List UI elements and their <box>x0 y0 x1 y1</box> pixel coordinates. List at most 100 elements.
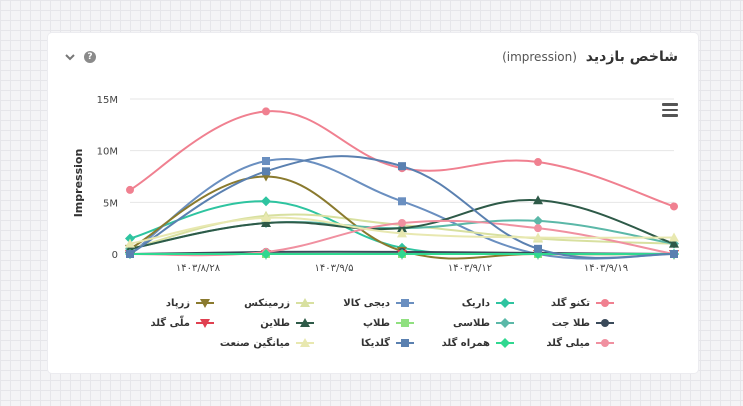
legend-label: میانگین صنعت <box>219 337 290 349</box>
x-tick-label: ۱۴۰۳/۹/۱۲ <box>448 263 492 274</box>
legend-label: طلاسی <box>453 317 490 329</box>
chart-legend: تکنو گلد داریک دیجی کالا زرمینکس زرپاد طلا جت… <box>114 295 614 351</box>
data-point[interactable] <box>262 167 270 176</box>
legend-marker[interactable] <box>601 319 609 327</box>
legend-label: طلاپ <box>362 317 390 329</box>
legend-item[interactable]: میانگین صنعت <box>214 335 314 351</box>
data-point[interactable] <box>261 249 271 259</box>
legend-item[interactable]: طلا جت <box>514 315 614 331</box>
data-point[interactable] <box>533 232 543 242</box>
x-tick-label: ۱۴۰۳/۹/۵ <box>315 263 354 274</box>
data-point[interactable] <box>125 233 135 244</box>
legend-marker[interactable] <box>200 319 210 328</box>
legend-marker[interactable] <box>300 338 310 347</box>
legend-label: طلاین <box>260 317 290 329</box>
legend-symbol-icon <box>596 339 614 347</box>
data-point[interactable] <box>534 224 542 233</box>
legend-label: میلی گلد <box>546 337 590 349</box>
series-12 <box>126 155 678 259</box>
legend-symbol-icon <box>296 338 314 347</box>
legend-item[interactable]: طلاسی <box>414 315 514 331</box>
y-tick-label: 15M <box>97 95 118 106</box>
data-point[interactable] <box>262 157 270 165</box>
legend-item[interactable]: دیجی کالا <box>314 295 414 311</box>
data-point[interactable] <box>398 162 406 171</box>
legend-symbol-icon <box>396 319 414 327</box>
legend-symbol-icon <box>596 299 614 307</box>
legend-symbol-icon <box>596 319 614 327</box>
card-title-text: شاخص بازدید <box>585 49 678 65</box>
data-point[interactable] <box>534 244 542 253</box>
legend-item[interactable]: گلدیکا <box>314 335 414 351</box>
legend-marker[interactable] <box>500 338 510 348</box>
data-point[interactable] <box>669 238 679 248</box>
x-tick-label: ۱۴۰۳/۹/۱۹ <box>584 263 628 274</box>
legend-symbol-icon <box>196 299 214 308</box>
data-point[interactable] <box>261 218 271 227</box>
legend-item[interactable]: زرمینکس <box>214 295 314 311</box>
legend-marker[interactable] <box>200 299 210 308</box>
data-point[interactable] <box>670 202 678 211</box>
question-circle-icon[interactable]: ? <box>84 51 96 63</box>
y-tick-label: 0 <box>112 250 118 261</box>
data-point[interactable] <box>669 232 679 242</box>
card-title: شاخص بازدید (impression) <box>502 49 678 65</box>
legend-label: همراه گلد <box>441 337 490 349</box>
legend-item[interactable]: تکنو گلد <box>514 295 614 311</box>
legend-item[interactable]: داریک <box>414 295 514 311</box>
legend-item[interactable]: زرپاد <box>114 295 214 311</box>
legend-symbol-icon <box>296 298 314 307</box>
data-point[interactable] <box>397 249 407 259</box>
legend-item[interactable]: طلاپ <box>314 315 414 331</box>
hamburger-menu-icon[interactable] <box>662 103 678 117</box>
legend-symbol-icon <box>496 338 514 348</box>
legend-item[interactable]: میلی گلد <box>514 335 614 351</box>
legend-marker[interactable] <box>601 339 609 347</box>
series-13 <box>125 212 679 248</box>
legend-symbol-icon <box>196 319 214 328</box>
legend-marker[interactable] <box>401 319 409 327</box>
legend-symbol-icon <box>496 318 514 328</box>
data-point[interactable] <box>533 195 543 205</box>
legend-marker[interactable] <box>601 299 609 307</box>
data-point[interactable] <box>397 228 407 238</box>
y-tick-label: 10M <box>97 147 118 158</box>
legend-label: گلدیکا <box>361 337 390 349</box>
legend-marker[interactable] <box>300 298 310 307</box>
legend-symbol-icon <box>296 318 314 327</box>
legend-marker[interactable] <box>300 318 310 327</box>
data-point[interactable] <box>398 197 406 206</box>
line-chart: 0 5M 10M 15M ۱۴۰۳/۸/۲۸ ۱۴۰۳/۹/۵ ۱۴۰۳/۹/۱۲ ۱۴۰۳… <box>72 95 679 274</box>
legend-marker[interactable] <box>401 299 409 307</box>
data-point[interactable] <box>261 212 271 222</box>
legend-marker[interactable] <box>500 318 510 328</box>
legend-item[interactable]: ملّی گلد <box>114 315 214 331</box>
data-point[interactable] <box>534 158 542 167</box>
legend-label: دیجی کالا <box>343 297 390 309</box>
legend-label: طلا جت <box>551 317 590 329</box>
legend-label: زرپاد <box>165 297 190 309</box>
data-point[interactable] <box>533 215 543 226</box>
chevron-down-icon[interactable] <box>64 51 76 63</box>
legend-symbol-icon <box>396 339 414 347</box>
impression-chart-card: شاخص بازدید (impression) ? 0 5M 10M 15M ۱۴۰… <box>48 33 698 373</box>
data-point[interactable] <box>262 107 270 116</box>
data-point[interactable] <box>397 223 407 233</box>
data-point[interactable] <box>398 219 406 227</box>
legend-label: زرمینکس <box>244 297 290 309</box>
data-point[interactable] <box>126 185 134 194</box>
series-group <box>125 107 679 260</box>
data-point[interactable] <box>670 250 678 258</box>
header-icons: ? <box>64 51 96 63</box>
legend-symbol-icon <box>396 299 414 307</box>
legend-symbol-icon <box>496 298 514 308</box>
legend-marker[interactable] <box>401 339 409 347</box>
legend-marker[interactable] <box>500 298 510 308</box>
data-point[interactable] <box>126 250 134 258</box>
data-point[interactable] <box>125 238 135 248</box>
legend-item[interactable]: همراه گلد <box>414 335 514 351</box>
y-axis: 0 5M 10M 15M <box>97 95 118 261</box>
legend-item[interactable]: طلاین <box>214 315 314 331</box>
data-point[interactable] <box>261 196 271 207</box>
y-tick-label: 5M <box>103 198 118 209</box>
